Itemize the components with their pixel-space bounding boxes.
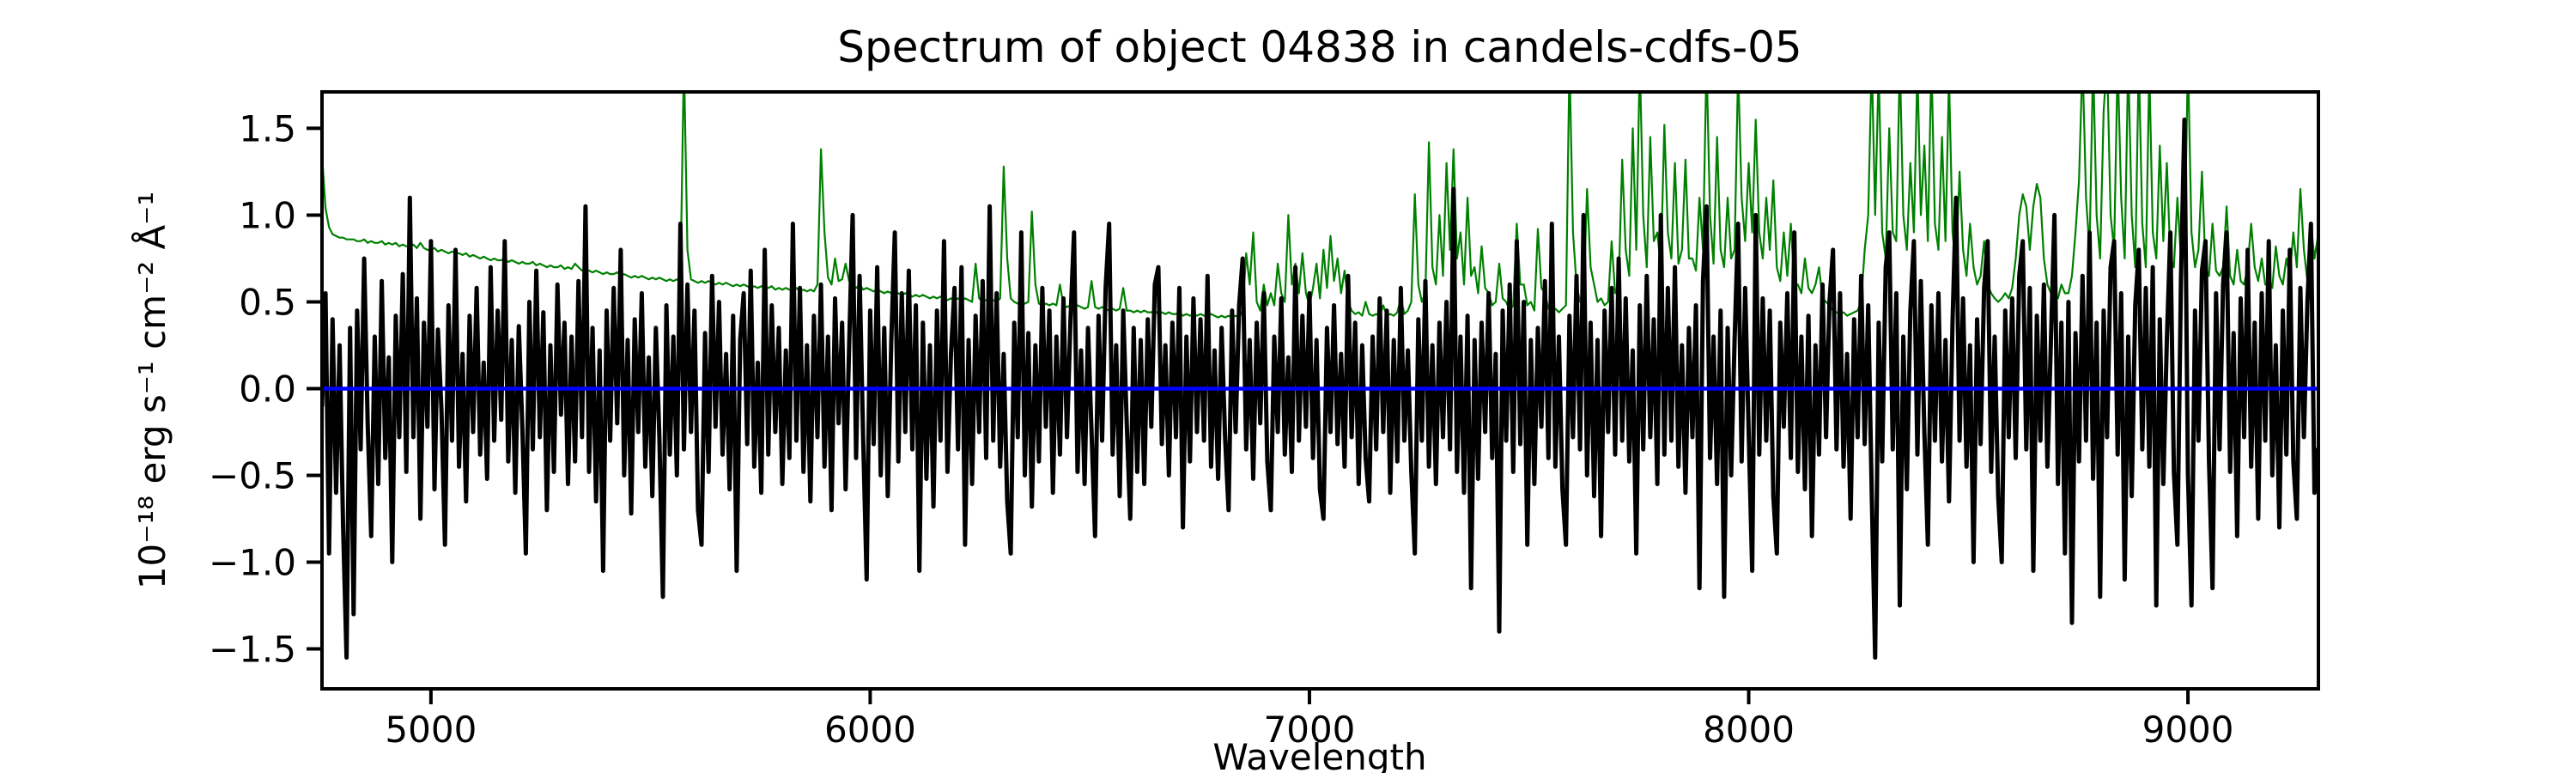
x-tick-label: 6000 <box>824 709 916 751</box>
plot-title: Spectrum of object 04838 in candels-cdfs… <box>837 22 1802 72</box>
axes-spines <box>320 90 2320 691</box>
x-axis-label: Wavelength <box>1212 736 1426 773</box>
y-tick-label: −1.0 <box>209 542 296 584</box>
y-tick-label: 1.0 <box>239 194 296 236</box>
y-tick-label: 0.0 <box>239 368 296 410</box>
flux-spectrum-line <box>322 117 2318 660</box>
y-axis-label: 10⁻¹⁸ erg s⁻¹ cm⁻² Å⁻¹ <box>131 192 173 589</box>
series-layer <box>322 92 2318 660</box>
y-tick-label: 0.5 <box>239 281 296 323</box>
series-clip-group <box>322 92 2318 660</box>
y-tick-label: −1.5 <box>209 629 296 671</box>
x-tick-label: 7000 <box>1264 709 1356 751</box>
y-tick-label: −0.5 <box>209 454 296 496</box>
x-tick-label: 5000 <box>385 709 477 751</box>
x-tick-label: 8000 <box>1703 709 1795 751</box>
ticks-layer: 5000 6000 7000 8000 9000 −1.5 −1.0 −0.5 0.0 0.5 1.… <box>209 107 2234 751</box>
axes-layer <box>320 90 2320 691</box>
x-tick-label: 9000 <box>2142 709 2234 751</box>
y-tick-label: 1.5 <box>239 107 296 149</box>
